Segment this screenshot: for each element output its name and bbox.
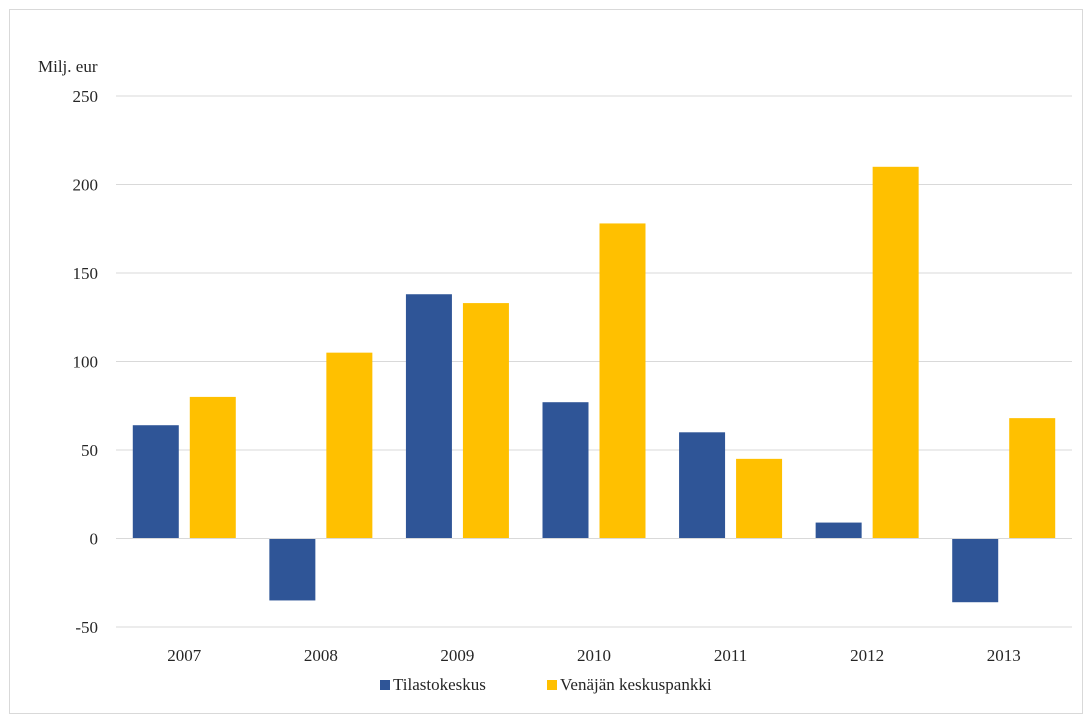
x-tick-label: 2007 xyxy=(167,646,202,665)
y-axis-unit-label: Milj. eur xyxy=(38,57,98,76)
bar-venajan-keskuspankki-2010 xyxy=(599,223,646,539)
bar-venajan-keskuspankki-2013 xyxy=(1009,418,1056,539)
x-tick-label: 2010 xyxy=(577,646,611,665)
legend-label: Venäjän keskuspankki xyxy=(560,675,712,694)
bar-venajan-keskuspankki-2011 xyxy=(736,458,783,539)
y-tick-label: 100 xyxy=(73,353,99,372)
bar-venajan-keskuspankki-2012 xyxy=(872,166,919,539)
y-tick-label: 0 xyxy=(90,530,99,549)
x-tick-label: 2008 xyxy=(304,646,338,665)
y-tick-label: 150 xyxy=(73,264,99,283)
bar-tilastokeskus-2008 xyxy=(269,538,316,601)
bar-venajan-keskuspankki-2008 xyxy=(326,352,373,539)
x-axis-ticks: 2007 2008 2009 2010 2011 2012 2013 xyxy=(167,646,1020,665)
y-tick-label: 200 xyxy=(73,176,99,195)
gridlines xyxy=(116,95,1072,628)
bar-tilastokeskus-2007 xyxy=(132,425,179,539)
x-tick-label: 2009 xyxy=(440,646,474,665)
bar-tilastokeskus-2013 xyxy=(952,538,999,603)
legend-swatch xyxy=(380,680,390,690)
x-tick-label: 2013 xyxy=(987,646,1021,665)
x-tick-label: 2012 xyxy=(850,646,884,665)
legend: Tilastokeskus Venäjän keskuspankki xyxy=(380,675,712,694)
bars xyxy=(132,166,1056,603)
y-axis-ticks: -50 0 50 100 150 200 250 xyxy=(73,87,99,637)
bar-tilastokeskus-2010 xyxy=(542,402,589,539)
bar-tilastokeskus-2012 xyxy=(815,522,862,539)
bar-venajan-keskuspankki-2007 xyxy=(189,396,236,539)
bar-tilastokeskus-2011 xyxy=(679,432,726,539)
legend-label: Tilastokeskus xyxy=(393,675,486,694)
bar-venajan-keskuspankki-2009 xyxy=(462,303,509,539)
legend-swatch xyxy=(547,680,557,690)
y-tick-label: 50 xyxy=(81,441,98,460)
y-tick-label: 250 xyxy=(73,87,99,106)
bar-tilastokeskus-2009 xyxy=(405,294,452,539)
y-tick-label: -50 xyxy=(75,618,98,637)
x-tick-label: 2011 xyxy=(714,646,747,665)
